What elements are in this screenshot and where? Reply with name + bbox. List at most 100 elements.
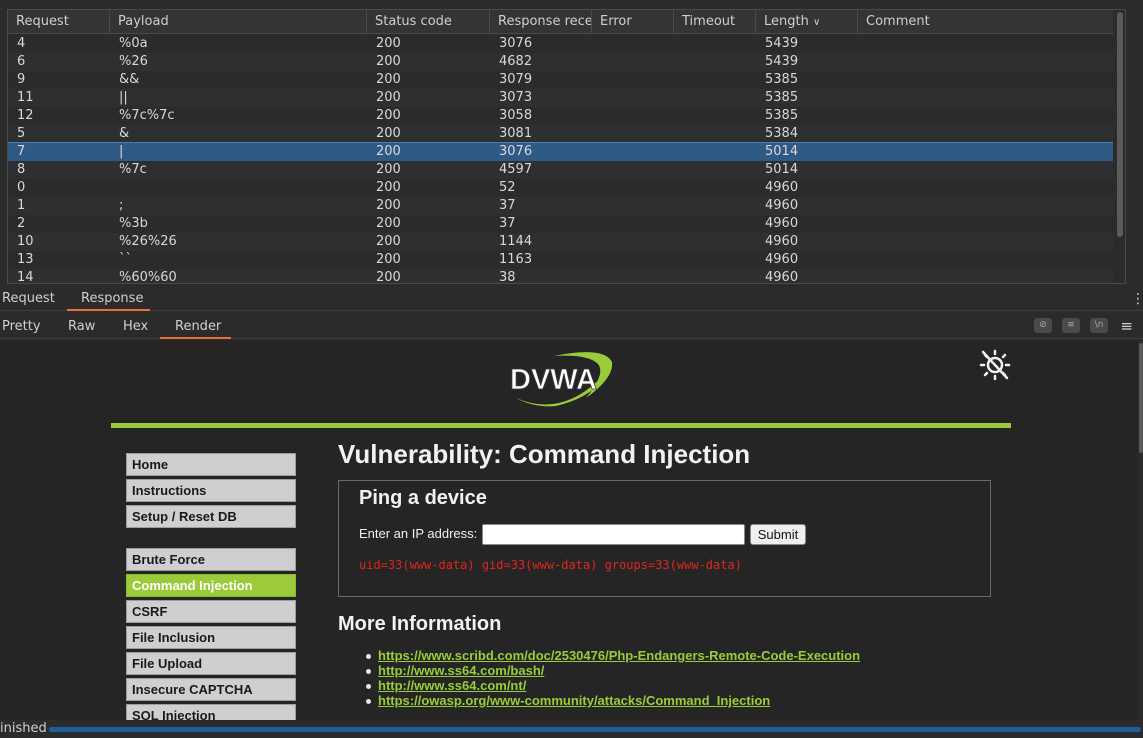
cell-comment xyxy=(858,53,1114,71)
table-row[interactable]: 10 %26%26 200 1144 4960 xyxy=(8,233,1114,251)
cell-response-received: 37 xyxy=(499,216,516,231)
ip-address-label: Enter an IP address: xyxy=(359,526,478,541)
table-row[interactable]: 4 %0a 200 3076 5439 xyxy=(8,35,1114,53)
cell-comment xyxy=(858,89,1114,107)
tab-render[interactable]: Render xyxy=(160,316,231,339)
results-table: Request Payload Status code Response rec… xyxy=(7,9,1126,284)
cell-status-code: 200 xyxy=(376,90,401,105)
cell-status-code: 200 xyxy=(376,54,401,69)
cell-length: 5385 xyxy=(765,72,799,87)
render-scrollbar-thumb[interactable] xyxy=(1139,343,1143,453)
menu-item-brute-force[interactable]: Brute Force xyxy=(126,548,296,571)
column-header-length[interactable]: Length ∨ xyxy=(756,10,858,34)
cell-request: 14 xyxy=(17,270,34,284)
view-tabs: Pretty Raw Hex Render ⊘ ≡ \n ≡ xyxy=(0,316,1143,339)
cell-status-code: 200 xyxy=(376,126,401,141)
cell-length: 4960 xyxy=(765,270,799,284)
ping-form: Ping a device Enter an IP address: Submi… xyxy=(338,480,991,597)
menu-item-csrf[interactable]: CSRF xyxy=(126,600,296,623)
column-header-status-code[interactable]: Status code xyxy=(367,10,490,34)
cell-error xyxy=(592,125,674,143)
table-row[interactable]: 13 `` 200 1163 4960 xyxy=(8,251,1114,269)
cell-length: 5384 xyxy=(765,126,799,141)
dvwa-logo: DVWA xyxy=(510,352,613,407)
cell-response-received: 3076 xyxy=(499,144,533,159)
cell-error xyxy=(592,179,674,197)
cell-error xyxy=(592,53,674,71)
tab-hex[interactable]: Hex xyxy=(123,319,149,334)
newline-icon[interactable]: \n xyxy=(1090,318,1108,333)
list-item: http://www.ss64.com/nt/ xyxy=(362,678,860,693)
cell-status-code: 200 xyxy=(376,162,401,177)
cell-error xyxy=(592,197,674,215)
table-row[interactable]: 8 %7c 200 4597 5014 xyxy=(8,161,1114,179)
column-header-comment[interactable]: Comment xyxy=(866,14,930,29)
cell-timeout xyxy=(674,179,756,197)
render-scrollbar[interactable] xyxy=(1138,340,1143,720)
column-header-error[interactable]: Error xyxy=(592,10,674,34)
table-row[interactable]: 1; 200 37 4960 xyxy=(8,197,1114,215)
cell-error xyxy=(592,269,674,283)
cell-payload: %7c%7c xyxy=(119,108,175,123)
menu-item-setup-reset-db[interactable]: Setup / Reset DB xyxy=(126,505,296,528)
menu-item-file-inclusion[interactable]: File Inclusion xyxy=(126,626,296,649)
cell-status-code: 200 xyxy=(376,144,401,159)
cell-response-received: 3058 xyxy=(499,108,533,123)
tab-pretty[interactable]: Pretty xyxy=(2,319,41,334)
table-row[interactable]: 0 200 52 4960 xyxy=(8,179,1114,197)
wrap-lines-icon[interactable]: ≡ xyxy=(1062,318,1080,333)
tab-response[interactable]: Response xyxy=(67,289,150,311)
link-ss64-bash[interactable]: http://www.ss64.com/bash/ xyxy=(378,663,545,678)
more-information-title: More Information xyxy=(338,613,502,635)
cell-request: 1 xyxy=(17,198,26,213)
eye-off-icon[interactable]: ⊘ xyxy=(1034,318,1052,333)
column-header-timeout[interactable]: Timeout xyxy=(674,10,756,34)
table-row[interactable]: 5 & 200 3081 5384 xyxy=(8,125,1114,143)
link-owasp[interactable]: https://owasp.org/www-community/attacks/… xyxy=(378,693,771,708)
cell-response-received: 1144 xyxy=(499,234,533,249)
page-title: Vulnerability: Command Injection xyxy=(338,439,751,469)
table-row[interactable]: 12 %7c%7c 200 3058 5385 xyxy=(8,107,1114,125)
cell-payload: `` xyxy=(119,252,132,267)
cell-timeout xyxy=(674,35,756,53)
menu-item-sql-injection[interactable]: SQL Injection xyxy=(126,704,296,720)
cell-payload: %26 xyxy=(119,54,148,69)
menu-item-insecure-captcha[interactable]: Insecure CAPTCHA xyxy=(126,678,296,701)
column-header-payload[interactable]: Payload xyxy=(110,10,367,34)
tab-request[interactable]: Request xyxy=(2,291,55,306)
menu-item-command-injection[interactable]: Command Injection xyxy=(126,574,296,597)
cell-response-received: 38 xyxy=(499,270,516,284)
submit-button[interactable]: Submit xyxy=(750,524,806,545)
cell-timeout xyxy=(674,71,756,89)
more-options-icon[interactable]: ⋮ xyxy=(1131,291,1143,307)
link-scribd[interactable]: https://www.scribd.com/doc/2530476/Php-E… xyxy=(378,648,861,663)
theme-toggle-icon[interactable] xyxy=(978,348,1012,382)
menu-item-instructions[interactable]: Instructions xyxy=(126,479,296,502)
table-scrollbar[interactable] xyxy=(1113,10,1125,283)
table-row[interactable]: 11 || 200 3073 5385 xyxy=(8,89,1114,107)
table-row[interactable]: 14 %60%60 200 38 4960 xyxy=(8,269,1114,284)
cell-response-received: 4682 xyxy=(499,54,533,69)
column-header-response-received[interactable]: Response recei... xyxy=(490,10,592,34)
column-header-request[interactable]: Request xyxy=(8,10,110,34)
table-header: Request Payload Status code Response rec… xyxy=(8,10,1114,34)
cell-payload: %60%60 xyxy=(119,270,177,284)
cell-response-received: 37 xyxy=(499,198,516,213)
table-row[interactable]: 9 && 200 3079 5385 xyxy=(8,71,1114,89)
ip-address-input[interactable] xyxy=(482,524,745,545)
menu-icon[interactable]: ≡ xyxy=(1120,317,1133,335)
tab-raw[interactable]: Raw xyxy=(68,319,96,334)
cell-payload xyxy=(110,179,367,197)
table-row[interactable]: 2 %3b 200 37 4960 xyxy=(8,215,1114,233)
link-ss64-nt[interactable]: http://www.ss64.com/nt/ xyxy=(378,678,527,693)
cell-comment xyxy=(858,251,1114,269)
table-row[interactable]: 6 %26 200 4682 5439 xyxy=(8,53,1114,71)
cell-payload: %3b xyxy=(119,216,148,231)
menu-item-file-upload[interactable]: File Upload xyxy=(126,652,296,675)
cell-status-code: 200 xyxy=(376,198,401,213)
table-scrollbar-thumb[interactable] xyxy=(1117,12,1123,237)
cell-request: 13 xyxy=(17,252,34,267)
menu-item-home[interactable]: Home xyxy=(126,453,296,476)
cell-request: 4 xyxy=(17,36,26,51)
table-row[interactable]: 7 | 200 3076 5014 xyxy=(8,142,1115,162)
